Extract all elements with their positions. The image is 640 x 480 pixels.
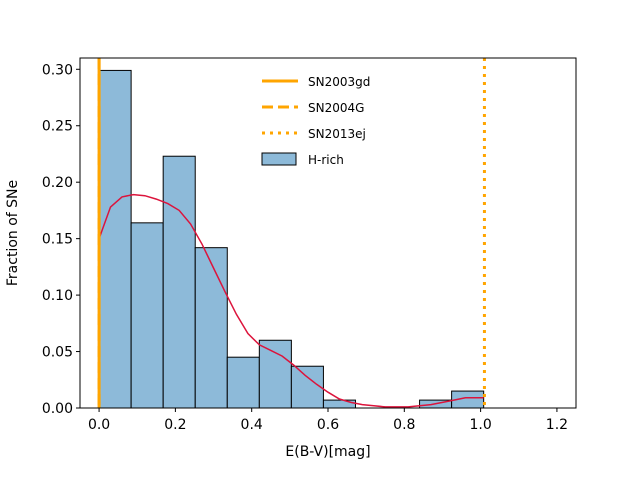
x-tick-label: 1.2 [546, 417, 568, 433]
y-tick-label: 0.00 [42, 401, 73, 417]
kde-curve [98, 193, 484, 408]
histogram-bar [290, 365, 324, 409]
kde-layer [98, 193, 484, 408]
histogram-bar [322, 399, 356, 409]
legend-label: SN2003gd [308, 75, 370, 89]
x-tick-label: 0.6 [317, 417, 339, 433]
x-tick-label: 0.8 [393, 417, 415, 433]
histogram-bars [98, 69, 485, 409]
y-tick-label: 0.30 [42, 62, 73, 78]
y-tick-label: 0.25 [42, 119, 73, 135]
x-tick-label: 0.2 [164, 417, 186, 433]
x-axis-ticks: 0.0 0.2 0.4 0.6 0.8 1.0 1.2 [88, 408, 568, 433]
legend: SN2003gd SN2004G SN2013ej H-rich [261, 75, 370, 167]
x-tick-label: 0.4 [241, 417, 263, 433]
histogram-bar [162, 155, 196, 409]
y-tick-label: 0.20 [42, 175, 73, 191]
histogram-bar [258, 339, 292, 409]
legend-label: H-rich [308, 153, 344, 167]
y-axis-label: Fraction of SNe [5, 180, 21, 286]
reference-lines [97, 58, 486, 408]
y-tick-label: 0.10 [42, 288, 73, 304]
histogram-bar [130, 222, 164, 409]
y-axis-ticks: 0.00 0.05 0.10 0.15 0.20 0.25 0.30 [42, 62, 80, 417]
legend-label: SN2013ej [308, 127, 366, 141]
y-tick-label: 0.15 [42, 232, 73, 248]
x-axis-label: E(B-V)[mag] [285, 444, 370, 460]
legend-swatch-h-rich [261, 152, 297, 166]
histogram-bar [194, 247, 228, 409]
x-tick-label: 0.0 [88, 417, 110, 433]
y-tick-label: 0.05 [42, 345, 73, 361]
x-tick-label: 1.0 [469, 417, 491, 433]
histogram-bar [226, 356, 260, 409]
legend-label: SN2004G [308, 101, 364, 115]
histogram-bar [98, 69, 132, 409]
